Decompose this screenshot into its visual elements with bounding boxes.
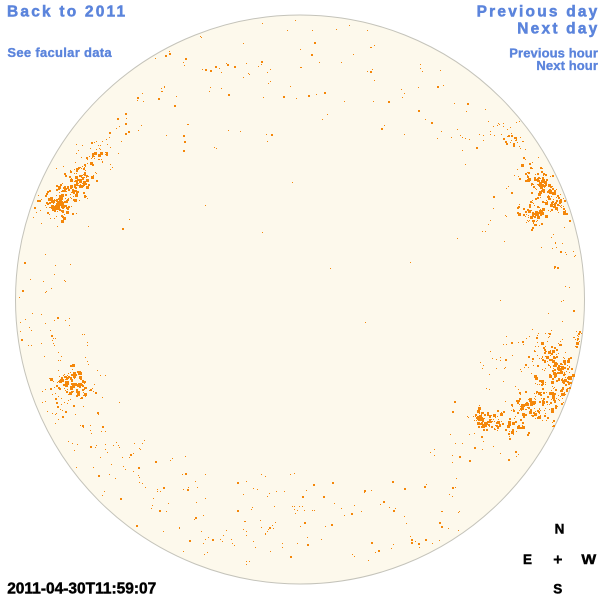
svg-text:Next day: Next day (517, 20, 599, 37)
svg-text:E: E (523, 552, 532, 567)
svg-text:Previous day: Previous day (477, 3, 600, 20)
svg-text:Back to 2011: Back to 2011 (7, 4, 127, 21)
svg-text:Previous hour: Previous hour (509, 46, 598, 61)
svg-text:N: N (555, 521, 565, 536)
svg-text:Next hour: Next hour (536, 58, 598, 73)
svg-text:See facular data: See facular data (7, 45, 112, 60)
svg-text:S: S (553, 581, 562, 596)
svg-text:2011-04-30T11:59:07: 2011-04-30T11:59:07 (7, 580, 156, 597)
svg-text:W: W (581, 551, 597, 567)
